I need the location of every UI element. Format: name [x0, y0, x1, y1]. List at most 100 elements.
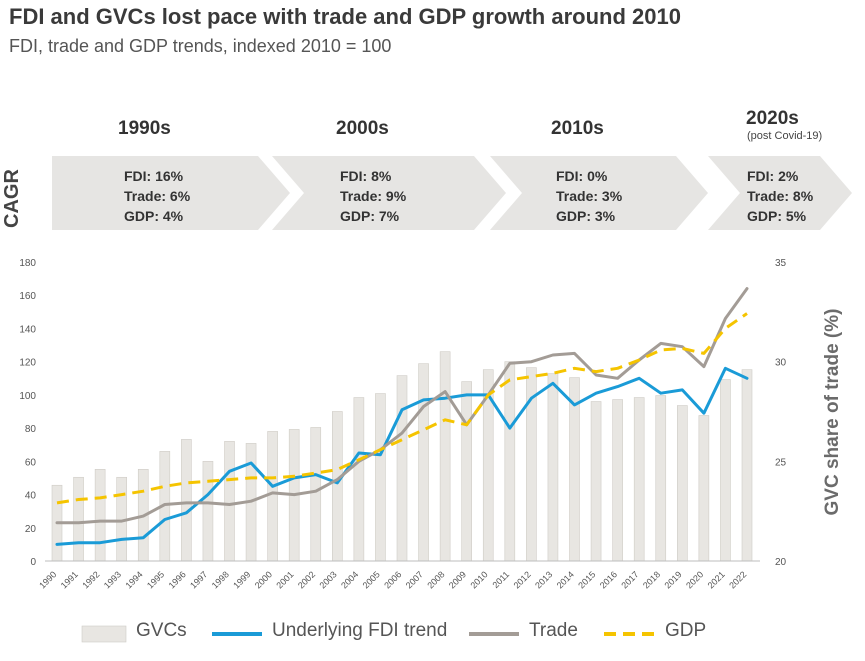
legend-gvcs-label: GVCs	[136, 620, 187, 641]
x-tick-label: 1991	[59, 569, 80, 590]
y-right-tick-label: 25	[775, 457, 787, 468]
x-tick-label: 2000	[253, 569, 274, 590]
gvc-bar	[181, 439, 192, 562]
gvc-bar	[73, 476, 84, 562]
gvc-bar	[202, 461, 214, 562]
cagr-arrow-band	[52, 156, 290, 230]
gvc-bar	[418, 363, 429, 562]
y-left-tick-label: 40	[25, 491, 37, 502]
trade-line	[55, 287, 749, 525]
x-tick-label: 2006	[382, 569, 403, 590]
stat-gdp: GDP: 4%	[124, 208, 184, 224]
x-tick-label: 2009	[447, 569, 468, 590]
gvc-bar	[677, 405, 688, 562]
stat-fdi: FDI: 2%	[747, 168, 799, 184]
gvc-bar	[720, 379, 731, 562]
x-tick-label: 2015	[576, 569, 597, 590]
legend-fdi-label: Underlying FDI trend	[272, 620, 448, 641]
gvc-bar	[439, 351, 451, 562]
x-tick-label: 2002	[296, 569, 317, 590]
x-tick-label: 2017	[619, 569, 640, 590]
y-left-tick-label: 100	[19, 391, 36, 402]
cagr-label: CAGR	[1, 169, 23, 228]
x-tick-label: 2004	[339, 569, 360, 590]
gvc-bar	[612, 399, 623, 562]
x-tick-label: 2020	[684, 569, 705, 590]
x-tick-label: 2007	[404, 569, 425, 590]
stats-1990s: FDI: 16% Trade: 6% GDP: 4%	[124, 166, 190, 226]
stat-trade: Trade: 8%	[747, 188, 814, 204]
cagr-arrow-band	[708, 156, 852, 230]
x-tick-label: 2021	[706, 569, 727, 590]
stat-gdp: GDP: 3%	[556, 208, 616, 224]
x-tick-label: 1996	[167, 569, 188, 590]
x-tick-label: 1992	[80, 569, 101, 590]
x-tick-label: 2012	[512, 569, 533, 590]
x-tick-label: 1999	[231, 569, 252, 590]
legend-gdp-label: GDP	[665, 620, 707, 641]
stat-trade: Trade: 6%	[124, 188, 191, 204]
x-tick-label: 2001	[274, 569, 295, 590]
y-left-tick-label: 60	[25, 457, 37, 468]
stat-fdi: FDI: 0%	[556, 168, 608, 184]
decade-1990s: 1990s	[118, 118, 171, 139]
x-tick-label: 1995	[145, 569, 166, 590]
chart-subtitle: FDI, trade and GDP trends, indexed 2010 …	[9, 36, 392, 56]
gvc-bar	[698, 415, 710, 562]
y-right-tick-label: 30	[775, 358, 787, 369]
y-right-tick-label: 20	[775, 557, 787, 568]
legend-trade-label: Trade	[529, 620, 578, 641]
x-tick-label: 1994	[123, 569, 144, 590]
x-tick-label: 1998	[210, 569, 231, 590]
cagr-arrow-band	[272, 156, 506, 230]
gvc-bar	[94, 469, 106, 562]
chart-title: FDI and GVCs lost pace with trade and GD…	[9, 4, 681, 29]
x-tick-label: 2019	[662, 569, 683, 590]
stat-gdp: GDP: 5%	[747, 208, 807, 224]
y-right-axis-label: GVC share of trade (%)	[822, 309, 843, 516]
y-left-tick-label: 160	[19, 291, 36, 302]
gdp-line	[56, 312, 748, 505]
stat-gdp: GDP: 7%	[340, 208, 400, 224]
decade-2010s: 2010s	[551, 118, 604, 139]
stat-fdi: FDI: 16%	[124, 168, 184, 184]
decade-2020s: 2020s	[746, 108, 799, 129]
y-left-tick-label: 120	[19, 358, 36, 369]
gvc-bar	[267, 431, 278, 562]
legend-gvcs-swatch	[81, 625, 127, 643]
x-tick-label: 2011	[490, 569, 511, 590]
x-tick-label: 2014	[555, 569, 576, 590]
y-left-tick-label: 20	[25, 524, 37, 535]
gvc-bar	[224, 441, 235, 562]
gvc-bar	[375, 393, 386, 562]
x-tick-label: 2003	[317, 569, 338, 590]
gvc-bar	[655, 395, 667, 562]
gvc-bar	[461, 381, 472, 562]
x-tick-label: 2016	[598, 569, 619, 590]
x-tick-label: 1993	[102, 569, 123, 590]
gvc-bar	[353, 397, 365, 562]
y-left-tick-label: 80	[25, 424, 37, 435]
stat-fdi: FDI: 8%	[340, 168, 392, 184]
x-tick-label: 1990	[37, 569, 58, 590]
gvc-bar	[310, 427, 322, 562]
gvc-bar	[633, 397, 645, 562]
decade-2020s-note: (post Covid-19)	[747, 130, 823, 142]
stats-2010s: FDI: 0% Trade: 3% GDP: 3%	[556, 166, 622, 226]
stat-trade: Trade: 3%	[556, 188, 623, 204]
gvc-bar	[590, 401, 602, 562]
x-tick-label: 2022	[727, 569, 748, 590]
stats-2020s: FDI: 2% Trade: 8% GDP: 5%	[747, 166, 813, 226]
x-tick-label: 2008	[425, 569, 446, 590]
gvc-bar	[504, 361, 516, 562]
gvc-bar	[547, 373, 559, 562]
x-tick-label: 2010	[468, 569, 489, 590]
y-left-tick-label: 180	[19, 258, 36, 269]
gvc-bar	[396, 375, 408, 562]
gvc-bar	[332, 411, 343, 562]
y-right-tick-label: 35	[775, 258, 787, 269]
stat-trade: Trade: 9%	[340, 188, 407, 204]
x-tick-label: 2013	[533, 569, 554, 590]
x-tick-label: 2018	[641, 569, 662, 590]
